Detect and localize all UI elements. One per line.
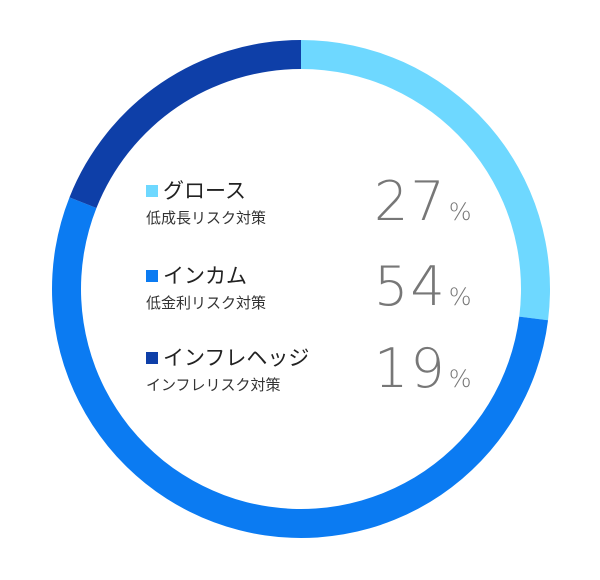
legend-item-inflation-hedge: インフレヘッジ インフレリスク対策 19%	[146, 339, 476, 415]
legend-percent: 54%	[374, 257, 472, 327]
legend-swatch-growth	[146, 185, 158, 197]
legend-label: グロース	[146, 178, 246, 204]
percent-value: 27	[374, 170, 447, 233]
percent-unit: %	[448, 283, 472, 311]
legend-label: インカム	[146, 263, 247, 289]
legend-name: インフレヘッジ	[163, 346, 310, 370]
slice-inflation-hedge	[69, 39, 301, 209]
legend-name: グロース	[163, 179, 246, 203]
legend-subtitle: 低成長リスク対策	[146, 209, 267, 227]
legend-percent: 19%	[374, 339, 472, 409]
legend-swatch-inflation-hedge	[146, 352, 158, 364]
legend-label: インフレヘッジ	[146, 345, 309, 371]
legend-item-growth: グロース 低成長リスク対策 27%	[146, 172, 476, 248]
legend-item-income: インカム 低金利リスク対策 54%	[146, 257, 476, 333]
slice-growth	[301, 40, 550, 321]
legend-name: インカム	[163, 264, 247, 288]
percent-unit: %	[448, 365, 472, 393]
percent-value: 19	[374, 337, 447, 400]
percent-value: 54	[374, 255, 447, 318]
legend-percent: 27%	[374, 172, 472, 242]
legend-subtitle: 低金利リスク対策	[146, 294, 267, 312]
legend-swatch-income	[146, 270, 158, 282]
percent-unit: %	[448, 198, 472, 226]
legend-subtitle: インフレリスク対策	[146, 376, 281, 394]
